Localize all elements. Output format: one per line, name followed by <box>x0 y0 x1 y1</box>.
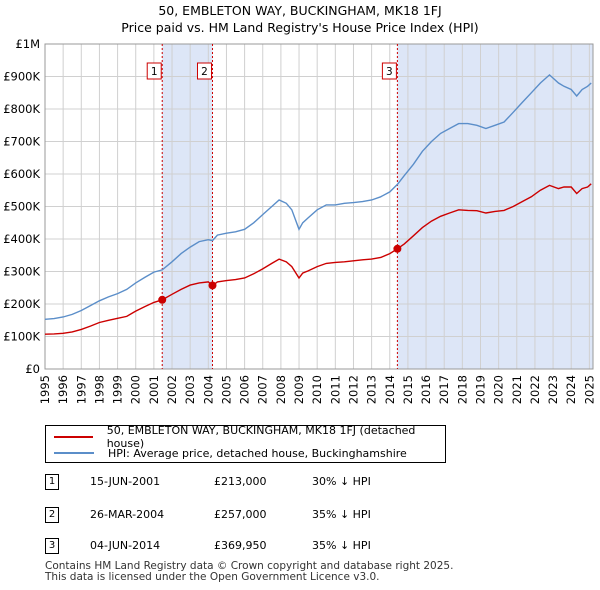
transaction-date: 26-MAR-2004 <box>90 508 165 521</box>
transaction-delta: 30% ↓ HPI <box>312 475 371 488</box>
transaction-row: 3 04-JUN-2014 £369,950 35% ↓ HPI <box>45 536 405 556</box>
x-tick-label: 1998 <box>92 375 106 404</box>
x-tick-label: 2017 <box>437 375 451 404</box>
sale-point <box>393 244 402 253</box>
x-tick-label: 2019 <box>473 375 487 404</box>
x-tick-label: 2003 <box>183 375 197 404</box>
sale-number-label: 3 <box>386 66 393 78</box>
sale-number-box <box>146 62 162 80</box>
x-tick-label: 2013 <box>365 375 379 404</box>
transaction-price: £257,000 <box>214 508 267 521</box>
x-tick-label: 2010 <box>310 375 324 404</box>
legend-swatch-hpi <box>54 452 94 454</box>
x-tick-label: 2015 <box>401 375 415 404</box>
x-tick-label: 2021 <box>510 375 524 404</box>
x-tick-label: 1995 <box>38 375 52 404</box>
sale-point <box>208 281 217 290</box>
y-tick-label: £100K <box>3 330 40 344</box>
y-tick-label: £1M <box>15 37 40 51</box>
transaction-price: £369,950 <box>214 539 267 552</box>
y-tick-label: £900K <box>3 70 40 84</box>
x-tick-label: 2018 <box>455 375 469 404</box>
x-tick-label: 2001 <box>147 375 161 404</box>
plot-frame <box>44 43 594 370</box>
footer: Contains HM Land Registry data © Crown c… <box>45 561 453 583</box>
x-tick-label: 1999 <box>111 375 125 404</box>
transaction-date: 04-JUN-2014 <box>90 539 161 552</box>
price-chart: £0 £100K £200K £300K £400K £500K £600K £700K £80… <box>3 37 596 404</box>
y-tick-label: £200K <box>3 297 40 311</box>
x-tick-label: 1996 <box>56 375 70 404</box>
transaction-number: 1 <box>45 474 59 490</box>
hpi-series-line <box>44 73 592 320</box>
x-tick-label: 2023 <box>546 375 560 404</box>
y-tick-label: £300K <box>3 265 40 279</box>
x-tick-label: 2009 <box>292 375 306 404</box>
sale-number-box <box>381 62 397 80</box>
legend-swatch-property <box>54 436 93 438</box>
x-tick-label: 2025 <box>582 375 596 404</box>
x-tick-label: 2000 <box>129 375 143 404</box>
y-tick-label: £500K <box>3 200 40 214</box>
x-tick-label: 2005 <box>219 375 233 404</box>
legend-label-hpi: HPI: Average price, detached house, Buck… <box>108 446 407 460</box>
x-tick-label: 2020 <box>492 375 506 404</box>
legend-item-property: 50, EMBLETON WAY, BUCKINGHAM, MK18 1FJ (… <box>54 424 445 450</box>
footer-licence: This data is licensed under the Open Gov… <box>45 571 380 583</box>
chart-subtitle: Price paid vs. HM Land Registry's House … <box>121 20 479 35</box>
property-series-line <box>44 183 592 335</box>
x-tick-label: 2012 <box>346 375 360 404</box>
transaction-delta: 35% ↓ HPI <box>312 539 371 552</box>
y-tick-label: £700K <box>3 135 40 149</box>
sale-number-box <box>196 62 212 80</box>
sale-point <box>158 295 167 304</box>
transaction-date: 15-JUN-2001 <box>90 475 161 488</box>
x-tick-label: 2014 <box>383 375 397 404</box>
y-tick-label: £800K <box>3 102 40 116</box>
transaction-row: 1 15-JUN-2001 £213,000 30% ↓ HPI <box>45 472 405 492</box>
x-tick-label: 2011 <box>328 375 342 404</box>
x-tick-label: 2006 <box>238 375 252 404</box>
x-tick-label: 2004 <box>201 375 215 404</box>
footer-copyright: Contains HM Land Registry data © Crown c… <box>45 560 454 572</box>
legend: 50, EMBLETON WAY, BUCKINGHAM, MK18 1FJ (… <box>45 424 446 463</box>
transaction-number: 2 <box>45 507 59 523</box>
y-tick-label: £0 <box>25 362 40 376</box>
x-tick-label: 2024 <box>564 375 578 404</box>
transaction-row: 2 26-MAR-2004 £257,000 35% ↓ HPI <box>45 505 405 525</box>
x-tick-label: 2008 <box>274 375 288 404</box>
transaction-delta: 35% ↓ HPI <box>312 508 371 521</box>
x-tick-label: 2016 <box>419 375 433 404</box>
x-tick-label: 1997 <box>74 375 88 404</box>
legend-item-hpi: HPI: Average price, detached house, Buck… <box>54 445 407 461</box>
transaction-number: 3 <box>45 538 59 554</box>
sale-number-label: 1 <box>151 66 158 78</box>
sale-number-label: 2 <box>201 66 208 78</box>
chart-title: 50, EMBLETON WAY, BUCKINGHAM, MK18 1FJ <box>158 3 442 18</box>
x-tick-label: 2022 <box>528 375 542 404</box>
transaction-price: £213,000 <box>214 475 267 488</box>
y-tick-label: £600K <box>3 167 40 181</box>
x-tick-label: 2002 <box>165 375 179 404</box>
x-tick-label: 2007 <box>256 375 270 404</box>
y-tick-label: £400K <box>3 232 40 246</box>
legend-label-property: 50, EMBLETON WAY, BUCKINGHAM, MK18 1FJ (… <box>106 424 416 450</box>
